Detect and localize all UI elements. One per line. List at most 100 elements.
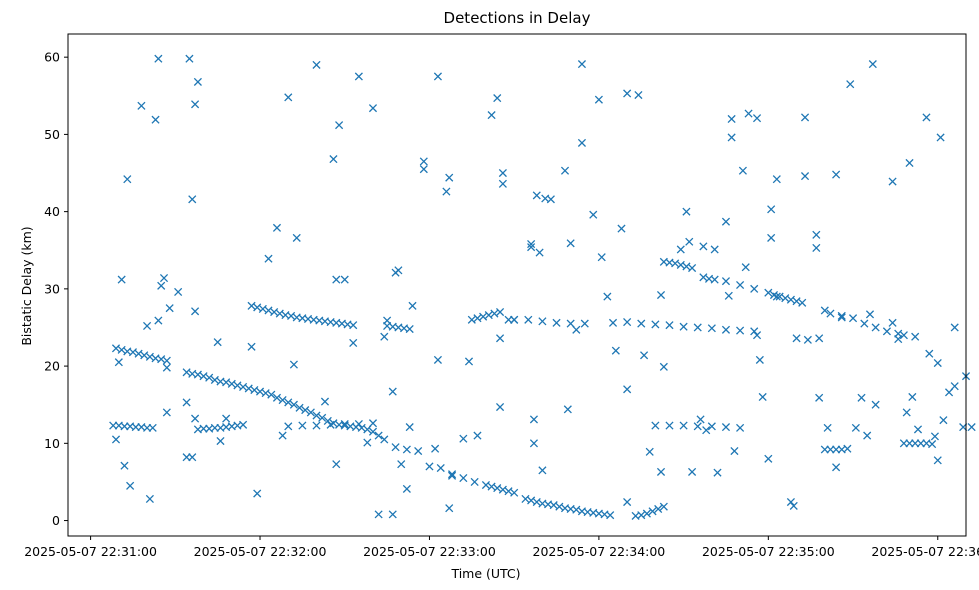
data-point [405, 423, 414, 432]
data-point [298, 421, 307, 430]
data-point [572, 325, 581, 334]
data-point [538, 317, 547, 326]
data-point [857, 393, 866, 402]
data-point [487, 111, 496, 120]
data-point [908, 392, 917, 402]
data-point [402, 445, 411, 454]
data-point [295, 403, 304, 412]
data-point [312, 60, 321, 69]
data-point [851, 423, 860, 432]
data-point [755, 355, 764, 364]
data-point [247, 342, 256, 351]
data-point [608, 318, 618, 327]
data-point [459, 474, 468, 483]
data-point [185, 54, 194, 63]
data-point [707, 324, 716, 333]
data-point [738, 166, 747, 175]
data-point [744, 109, 753, 118]
data-point [693, 323, 702, 332]
data-point [724, 291, 733, 300]
data-point [905, 158, 914, 168]
data-point [577, 138, 587, 147]
data-point [606, 511, 615, 520]
y-tick-label: 20 [44, 359, 60, 374]
data-point [388, 387, 397, 396]
data-point [623, 385, 632, 394]
data-point [447, 470, 457, 479]
data-point [580, 319, 589, 328]
data-point [589, 210, 598, 219]
data-point [391, 443, 400, 452]
data-point [566, 239, 575, 248]
data-point [114, 358, 123, 367]
data-point [459, 434, 468, 443]
data-point [798, 298, 807, 307]
data-point [752, 114, 762, 123]
data-point [174, 287, 183, 297]
data-point [498, 179, 507, 188]
data-point [368, 104, 378, 113]
data-point [911, 332, 920, 341]
data-point [950, 323, 959, 332]
data-point [289, 360, 298, 369]
data-point [688, 467, 697, 476]
data-point [563, 405, 572, 414]
data-point [597, 253, 606, 262]
data-point [148, 423, 157, 432]
data-point [318, 413, 327, 422]
data-point [623, 318, 632, 327]
data-point [800, 172, 810, 181]
data-point [349, 338, 358, 347]
data-point [552, 318, 561, 327]
data-point [623, 497, 632, 507]
data-point [145, 494, 154, 503]
data-point [151, 115, 160, 124]
data-point [882, 327, 891, 336]
data-point [529, 415, 539, 424]
data-point [848, 314, 858, 323]
data-point [162, 408, 171, 417]
data-point [713, 468, 722, 477]
data-point [159, 273, 169, 283]
data-point [524, 315, 533, 324]
data-point [312, 411, 321, 420]
data-point [354, 419, 363, 429]
data-point [267, 390, 276, 399]
data-markers [109, 54, 979, 520]
data-point [205, 373, 214, 382]
y-axis-label: Bistatic Delay (km) [19, 226, 34, 345]
data-point [721, 277, 731, 286]
y-axis: 0 10 20 30 40 50 60 [44, 50, 68, 528]
data-point [272, 223, 282, 232]
data-point [323, 416, 332, 425]
data-point [936, 133, 945, 142]
data-point [560, 166, 570, 175]
data-point [120, 461, 129, 470]
data-point [193, 77, 202, 86]
data-point [688, 263, 697, 273]
data-point [902, 408, 911, 417]
data-point [445, 504, 454, 513]
data-point [654, 504, 663, 514]
x-tick-label: 2025-05-07 22:31:00 [24, 544, 157, 559]
data-point [264, 254, 273, 263]
data-point [414, 446, 423, 456]
data-point [736, 326, 745, 335]
data-point [284, 93, 293, 102]
data-point [815, 393, 824, 402]
data-point [800, 113, 810, 122]
data-point [727, 114, 736, 124]
data-point [165, 304, 174, 313]
data-point [832, 463, 841, 472]
data-point [764, 288, 773, 297]
data-point [786, 497, 795, 507]
data-point [888, 318, 897, 327]
data-point [464, 357, 474, 366]
data-point [436, 463, 445, 473]
y-tick-label: 60 [44, 50, 60, 65]
data-point [693, 422, 702, 431]
data-point [495, 334, 505, 343]
data-point [126, 481, 135, 490]
y-tick-label: 50 [44, 127, 60, 142]
